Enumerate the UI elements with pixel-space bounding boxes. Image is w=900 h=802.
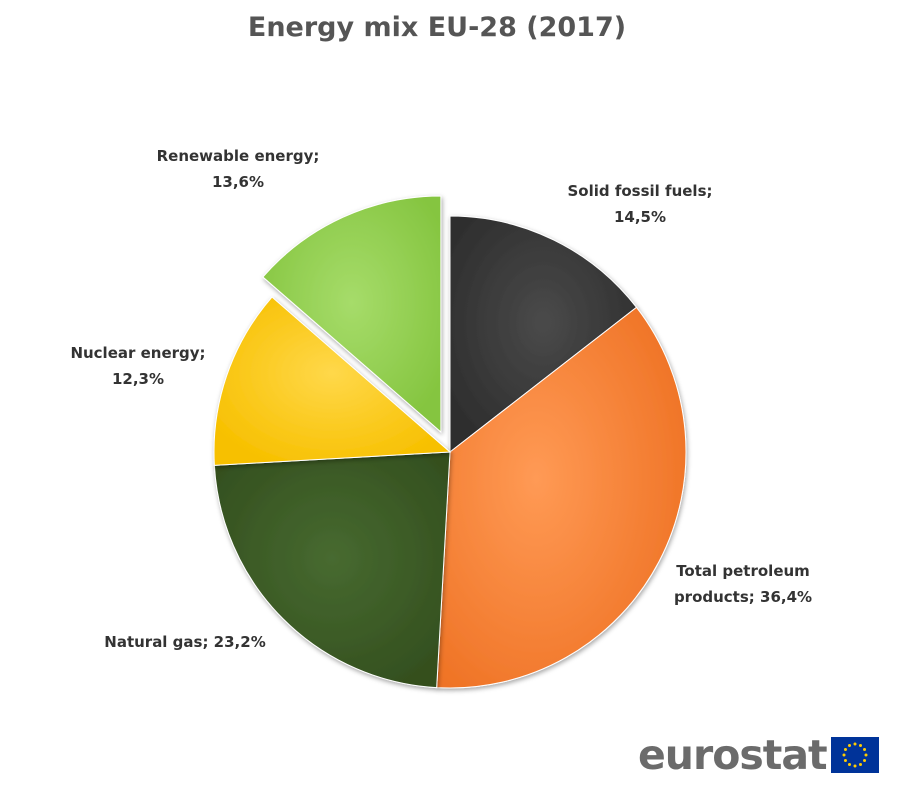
pie-slice-natural-gas	[213, 451, 451, 689]
eu-flag-icon	[830, 737, 879, 773]
chart-title: Energy mix EU-28 (2017)	[247, 12, 627, 43]
slice-label-solid-fossil-fuels: Solid fossil fuels; 14,5%	[567, 182, 713, 226]
eu-flag-star	[853, 764, 857, 768]
slice-label-natural-gas: Natural gas; 23,2%	[104, 633, 266, 651]
eu-flag-star	[842, 753, 846, 757]
pie-slice-nuclear-energy	[213, 296, 452, 466]
eu-flag-star	[843, 748, 847, 751]
slice-label-total-petroleum-products: Total petroleum products; 36,4%	[673, 562, 813, 606]
eu-flag-star	[843, 759, 847, 762]
eurostat-logo: eurostat	[638, 730, 879, 780]
pie-slice-total-petroleum-products	[436, 306, 687, 689]
eu-flag-star	[847, 743, 851, 747]
pie-slice-solid-fossil-fuels	[449, 215, 638, 454]
slice-label-nuclear-energy: Nuclear energy; 12,3%	[70, 344, 206, 388]
eu-flag-star	[862, 748, 866, 751]
eu-flag-star	[847, 763, 851, 767]
pie-slice-renewable-energy	[262, 195, 442, 434]
eu-flag-star	[858, 743, 862, 747]
slice-label-renewable-energy: Renewable energy; 13,6%	[156, 147, 320, 191]
eu-flag-star	[864, 753, 868, 757]
eu-flag-star	[862, 759, 866, 762]
eu-flag-star	[858, 763, 862, 767]
eurostat-wordmark: eurostat	[638, 731, 828, 779]
eu-flag-star	[853, 742, 857, 746]
